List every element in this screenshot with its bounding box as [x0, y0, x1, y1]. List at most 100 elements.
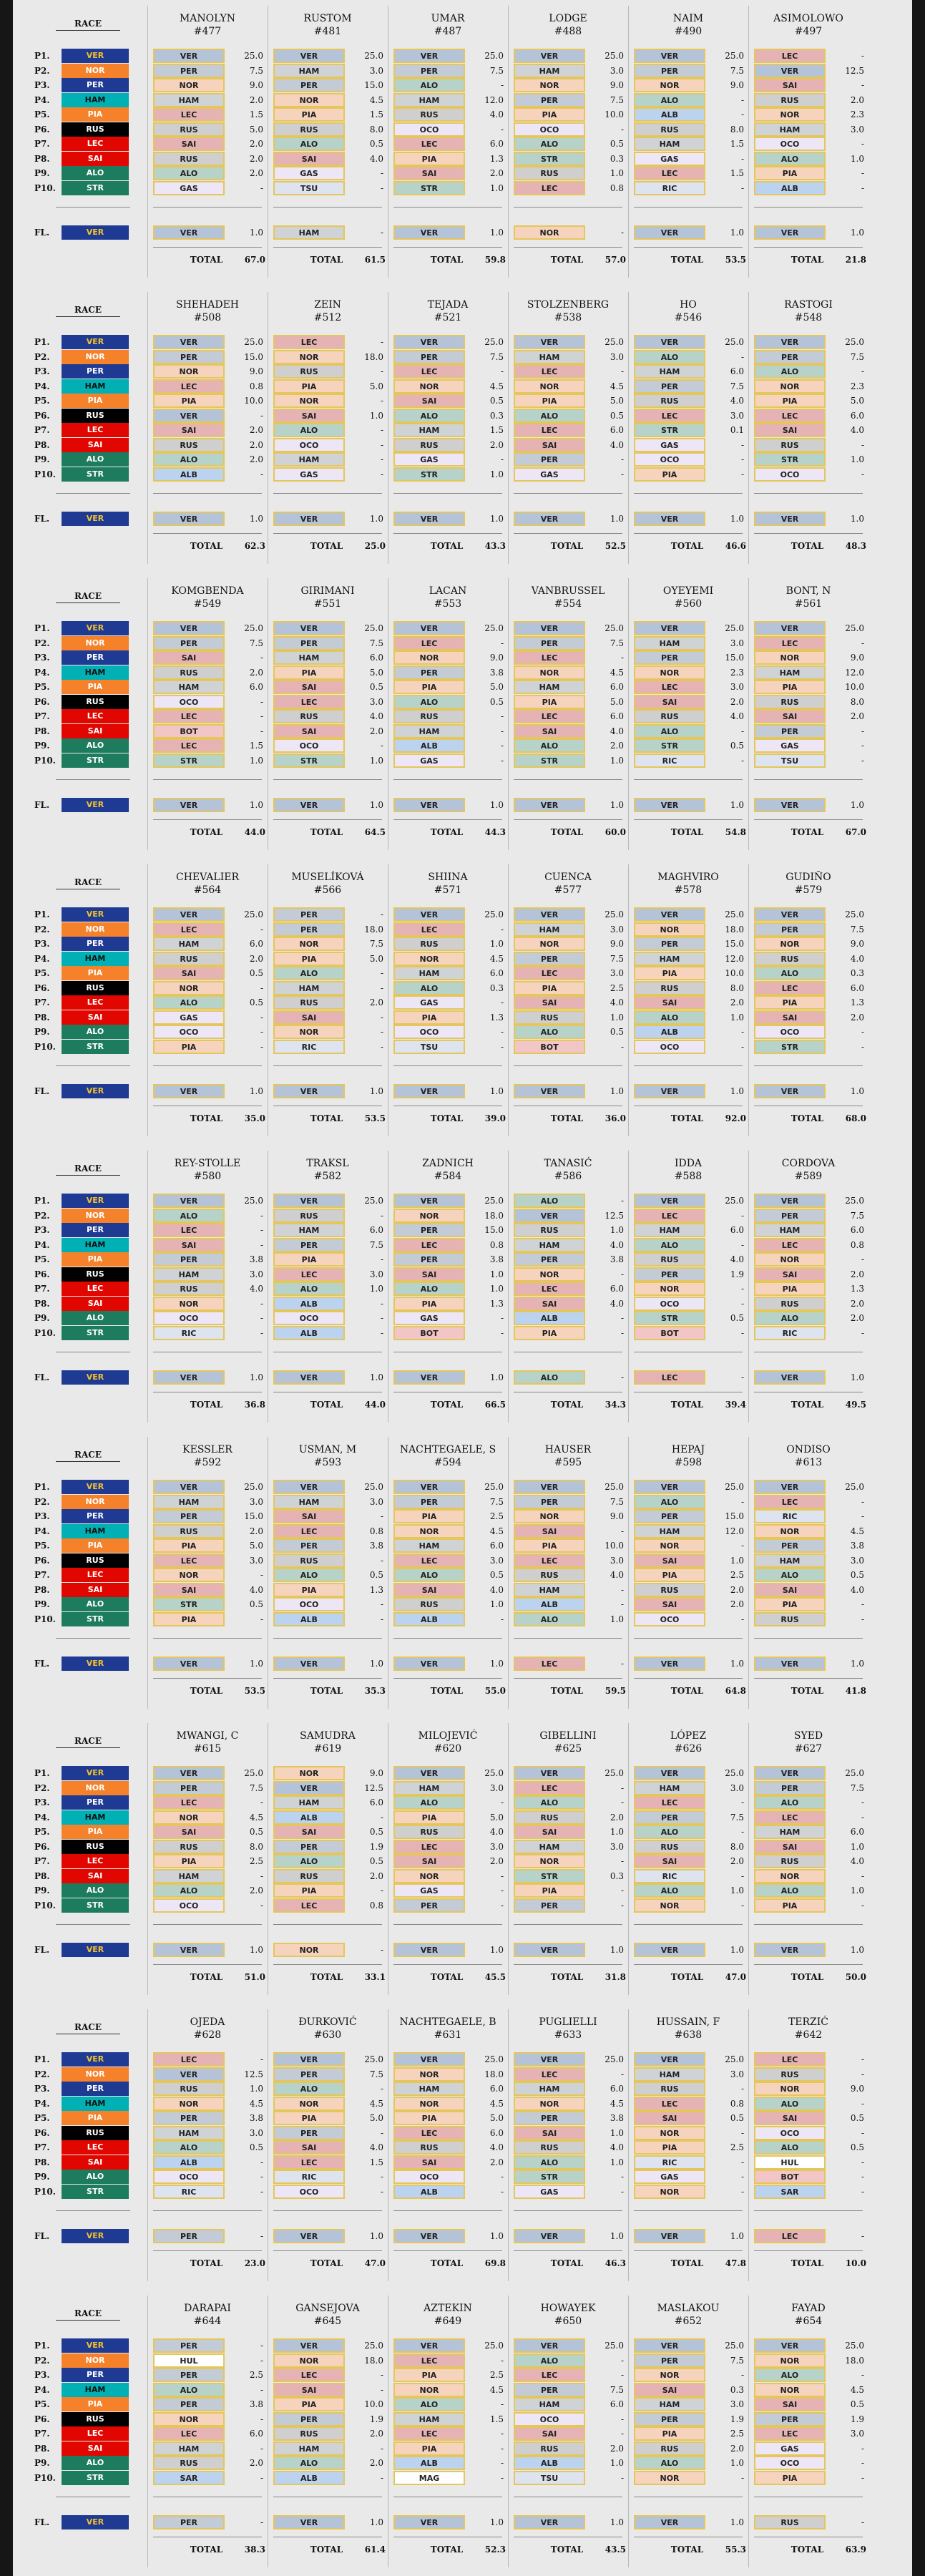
- prediction-cell: HAM: [273, 2441, 345, 2456]
- fastest-lap-label: FL.: [34, 1659, 50, 1669]
- prediction-cell: RUS: [754, 437, 826, 452]
- prediction-points: 4.0: [730, 1254, 744, 1264]
- leaderboard-panel: RACE P1. VER P2. NOR P3. PER P4. HAM P5. PIA P6. RUS…: [13, 572, 912, 859]
- race-position-row: P9. ALO: [13, 1025, 153, 1039]
- position-label: P2.: [34, 1496, 50, 1507]
- race-driver-code: VER: [62, 2338, 129, 2353]
- prediction-cell: VER: [634, 1194, 705, 1208]
- prediction-cell: NOR: [754, 1523, 826, 1538]
- race-driver-code: LEC: [62, 709, 129, 723]
- total-label: TOTAL: [550, 827, 584, 837]
- prediction-cell: PIA: [393, 2441, 465, 2456]
- prediction-cell: RUS: [393, 1825, 465, 1839]
- prediction-points: 25.0: [845, 909, 864, 919]
- prediction-points: -: [500, 1797, 504, 1807]
- prediction-points: 2.5: [730, 2142, 744, 2152]
- prediction-cell: NOR: [634, 78, 705, 92]
- prediction-points: -: [861, 439, 864, 450]
- total-value: 59.5: [605, 1686, 626, 1696]
- player-name: ASIMOLOWO: [773, 13, 843, 24]
- prediction-cell: ALB: [273, 1296, 345, 1311]
- total-rule: [273, 247, 382, 248]
- prediction-cell: RIC: [153, 2184, 225, 2199]
- player-column: CUENCA #577 VER 25.0 HAM 3.0 NOR 9.0 PER 7.5 LEC 3.…: [508, 859, 628, 1145]
- prediction-points: 12.0: [725, 953, 744, 964]
- leaderboard-panel: RACE P1. VER P2. NOR P3. PER P4. HAM P5. PIA P6. RUS…: [13, 1431, 912, 1717]
- prediction-cell: PIA: [393, 1810, 465, 1825]
- prediction-points: 18.0: [725, 924, 744, 935]
- prediction-cell: SAI: [153, 137, 225, 151]
- prediction-points: -: [380, 454, 383, 464]
- prediction-points: 12.5: [845, 65, 864, 76]
- prediction-points: 10.0: [605, 109, 624, 119]
- prediction-cell: LEC: [754, 980, 826, 995]
- prediction-points: 2.0: [249, 454, 263, 464]
- prediction-cell: RUS: [514, 2441, 585, 2456]
- prediction-cell: HAM: [754, 1223, 826, 1237]
- race-fastest-lap-row: FL. VER: [13, 1370, 153, 1385]
- race-position-row: P8. SAI: [13, 1010, 153, 1025]
- race-driver-code: HAM: [62, 1237, 129, 1252]
- race-driver-code: STR: [62, 753, 129, 768]
- prediction-points: 7.5: [610, 953, 624, 964]
- prediction-points: 9.0: [610, 939, 624, 949]
- player-name: HO: [680, 299, 697, 311]
- prediction-points: 7.5: [249, 1782, 263, 1793]
- player-total: TOTAL 61.4: [268, 2545, 386, 2555]
- prediction-points: -: [620, 2355, 624, 2366]
- player-name: MWANGI, C: [176, 1730, 239, 1742]
- prediction-cell: RUS: [153, 1839, 225, 1854]
- fastest-lap-pick: PER: [153, 2515, 225, 2529]
- race-position-row: P8. SAI: [13, 1868, 153, 1883]
- fastest-lap-label: FL.: [34, 800, 50, 810]
- total-rule: [273, 819, 382, 820]
- prediction-cell: RUS: [273, 122, 345, 137]
- prediction-cell: VER: [514, 2052, 585, 2067]
- fastest-lap-pick: VER: [273, 1370, 345, 1385]
- prediction-cell: LEC: [754, 49, 826, 63]
- prediction-cell: RUS: [754, 92, 826, 107]
- prediction-cell: PIA: [754, 166, 826, 180]
- player-name: MANOLYN: [179, 13, 236, 24]
- position-label: P2.: [34, 638, 50, 648]
- column-rule: [393, 1924, 502, 1925]
- player-number: #512: [313, 312, 342, 323]
- race-driver-code: PER: [62, 1509, 129, 1523]
- player-name: SYED: [793, 1730, 823, 1742]
- prediction-cell: VER: [393, 1194, 465, 1208]
- prediction-cell: HUL: [754, 2155, 826, 2170]
- race-fastest-lap-driver: VER: [62, 2515, 129, 2529]
- prediction-points: -: [500, 638, 504, 648]
- race-position-row: P1. VER: [13, 1766, 153, 1780]
- prediction-points: -: [861, 182, 864, 193]
- race-position-row: P4. HAM: [13, 1810, 153, 1825]
- total-value: 39.0: [484, 1113, 506, 1123]
- prediction-cell: LEC: [273, 1267, 345, 1282]
- prediction-cell: RUS: [153, 122, 225, 137]
- position-label: P3.: [34, 366, 50, 376]
- player-name: MILOJEVIĆ: [418, 1730, 478, 1742]
- fastest-lap-points: 1.0: [730, 1945, 744, 1955]
- total-label: TOTAL: [310, 1686, 343, 1696]
- prediction-points: 3.8: [610, 2113, 624, 2123]
- player-number: #564: [193, 884, 222, 896]
- total-label: TOTAL: [791, 1972, 824, 1982]
- prediction-cell: LEC: [514, 709, 585, 723]
- race-position-row: P6. RUS: [13, 980, 153, 995]
- prediction-cell: PER: [634, 2411, 705, 2426]
- race-driver-code: RUS: [62, 980, 129, 995]
- race-driver-code: ALO: [62, 738, 129, 753]
- player-total: TOTAL 36.8: [147, 1400, 265, 1410]
- prediction-cell: PER: [514, 452, 585, 467]
- position-label: P6.: [34, 1555, 50, 1566]
- prediction-points: -: [620, 1526, 624, 1536]
- race-position-row: P9. ALO: [13, 166, 153, 180]
- prediction-cell: ALO: [634, 1825, 705, 1839]
- prediction-points: -: [380, 741, 383, 751]
- race-position-row: P5. PIA: [13, 2397, 153, 2411]
- prediction-cell: BOT: [634, 1325, 705, 1340]
- player-number: #593: [313, 1457, 342, 1468]
- player-number: #561: [794, 598, 823, 610]
- position-label: P3.: [34, 80, 50, 90]
- position-label: P8.: [34, 1584, 50, 1595]
